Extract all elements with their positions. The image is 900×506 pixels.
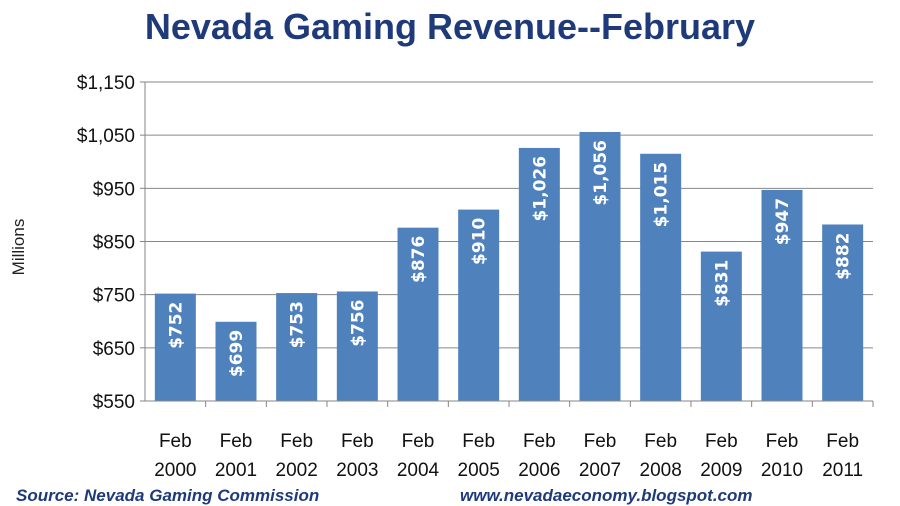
bar [518, 147, 560, 401]
bar [397, 227, 439, 401]
x-tick-label-month: Feb [220, 431, 253, 452]
x-tick-label-year: 2001 [215, 460, 257, 481]
x-tick-label-month: Feb [402, 431, 435, 452]
x-tick-label-year: 2003 [336, 460, 378, 481]
bar [761, 189, 803, 401]
source-note: Source: Nevada Gaming Commission [16, 486, 320, 505]
x-tick-label-month: Feb [705, 431, 738, 452]
grid-lines [145, 81, 873, 349]
y-tick-label: $850 [93, 233, 135, 254]
data-label: $752 [166, 302, 186, 349]
bar [640, 153, 682, 401]
bar [154, 293, 196, 401]
bar [822, 224, 864, 401]
x-tick-label-month: Feb [159, 431, 192, 452]
bar [215, 321, 257, 401]
x-tick-label-month: Feb [644, 431, 677, 452]
data-label: $1,015 [652, 162, 672, 228]
bar [579, 131, 621, 401]
x-tick-label-year: 2011 [822, 460, 863, 481]
bars [154, 131, 864, 401]
x-tick-label-month: Feb [280, 431, 313, 452]
data-label: $876 [409, 236, 429, 283]
data-label: $1,026 [530, 156, 550, 222]
data-label: $1,056 [591, 140, 611, 206]
data-label: $947 [773, 198, 793, 245]
bar [458, 209, 500, 401]
x-tick-label-year: 2007 [579, 460, 621, 481]
chart-title: Nevada Gaming Revenue--February [144, 6, 756, 47]
data-label: $831 [712, 260, 732, 307]
y-tick-label: $550 [93, 392, 135, 413]
x-tick-label-year: 2000 [154, 460, 196, 481]
data-label: $699 [227, 330, 247, 377]
y-tick-labels: $550 $650 $750 $850 $950 $1,050 $1,150 [77, 73, 135, 413]
x-tick-label-year: 2010 [761, 460, 803, 481]
data-label: $882 [834, 232, 854, 279]
x-tick-label-year: 2002 [276, 460, 318, 481]
x-tick-label-month: Feb [462, 431, 495, 452]
x-tick-labels: Feb 2000 Feb 2001 Feb 2002 Feb 2003 Feb 2004 Feb 20… [154, 431, 863, 481]
y-tick-label: $1,150 [77, 73, 135, 94]
axes [140, 81, 874, 407]
data-label: $753 [288, 301, 308, 348]
x-tick-label-month: Feb [826, 431, 859, 452]
x-tick-label-month: Feb [766, 431, 799, 452]
x-tick-label-month: Feb [584, 431, 617, 452]
bar [336, 291, 378, 401]
x-tick-label-year: 2005 [458, 460, 500, 481]
x-tick-label-year: 2008 [640, 460, 682, 481]
blog-url: www.nevadaeconomy.blogspot.com [460, 486, 753, 505]
x-tick-label-year: 2004 [397, 460, 440, 481]
bar [276, 293, 318, 401]
y-tick-label: $1,050 [77, 126, 135, 147]
data-labels: $752 $699 $753 $756 $876 $910 $1,026 $1,056 $1,0… [166, 140, 853, 377]
data-label: $756 [348, 299, 368, 346]
x-tick-label-month: Feb [341, 431, 374, 452]
x-tick-label-year: 2006 [518, 460, 560, 481]
x-tick-label-month: Feb [523, 431, 556, 452]
data-label: $910 [470, 217, 490, 264]
y-tick-label: $750 [93, 286, 135, 307]
y-tick-label: $650 [93, 339, 135, 360]
bar [700, 251, 742, 401]
y-tick-label: $950 [93, 179, 135, 200]
x-tick-label-year: 2009 [700, 460, 742, 481]
